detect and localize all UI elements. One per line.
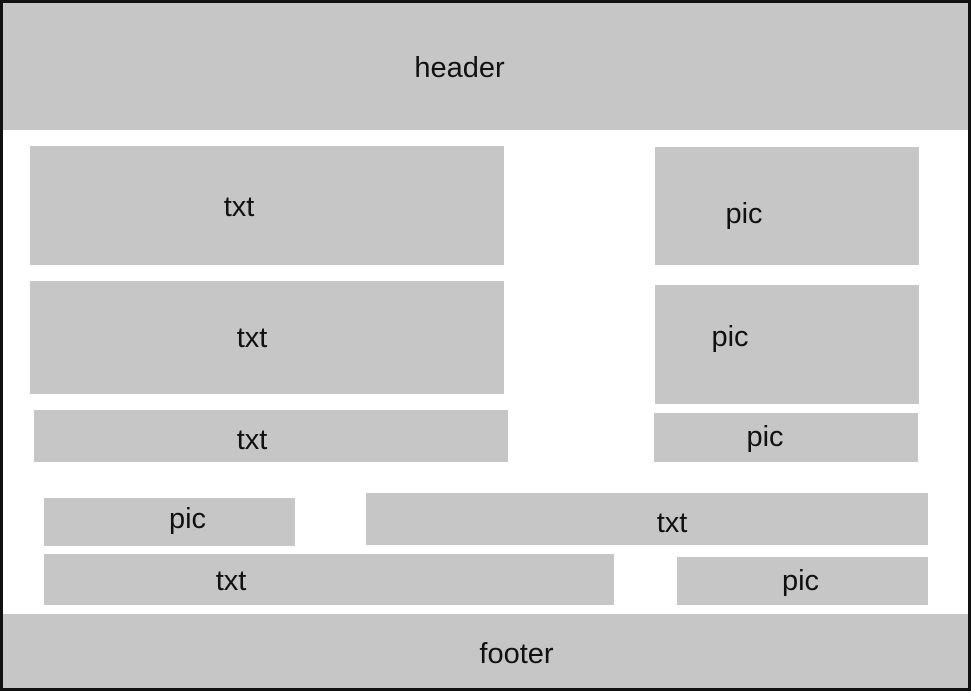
pic-block-4-label: pic bbox=[168, 502, 207, 535]
pic-block-5-label: pic bbox=[781, 564, 820, 597]
txt-block-2-label: txt bbox=[236, 322, 268, 354]
txt-block-3: txt bbox=[34, 410, 508, 462]
txt-block-1-label: txt bbox=[223, 191, 255, 223]
txt-block-4: txt bbox=[366, 493, 928, 545]
header-block: header bbox=[3, 3, 968, 130]
txt-block-1: txt bbox=[30, 146, 504, 265]
pic-block-2-label: pic bbox=[711, 321, 749, 353]
pic-block-5: pic bbox=[677, 557, 928, 605]
txt-block-4-label: txt bbox=[656, 506, 688, 539]
txt-block-3-label: txt bbox=[236, 423, 268, 456]
txt-block-5: txt bbox=[44, 554, 614, 605]
pic-block-1-label: pic bbox=[725, 197, 763, 230]
pic-block-3-label: pic bbox=[746, 421, 784, 453]
txt-block-5-label: txt bbox=[215, 565, 247, 597]
pic-block-1: pic bbox=[655, 147, 919, 265]
footer-label: footer bbox=[479, 637, 554, 670]
txt-block-2: txt bbox=[30, 281, 504, 394]
header-label: header bbox=[414, 52, 505, 84]
pic-block-4: pic bbox=[44, 498, 295, 546]
footer-block: footer bbox=[3, 614, 968, 688]
pic-block-2: pic bbox=[655, 285, 919, 404]
pic-block-3: pic bbox=[654, 413, 918, 462]
